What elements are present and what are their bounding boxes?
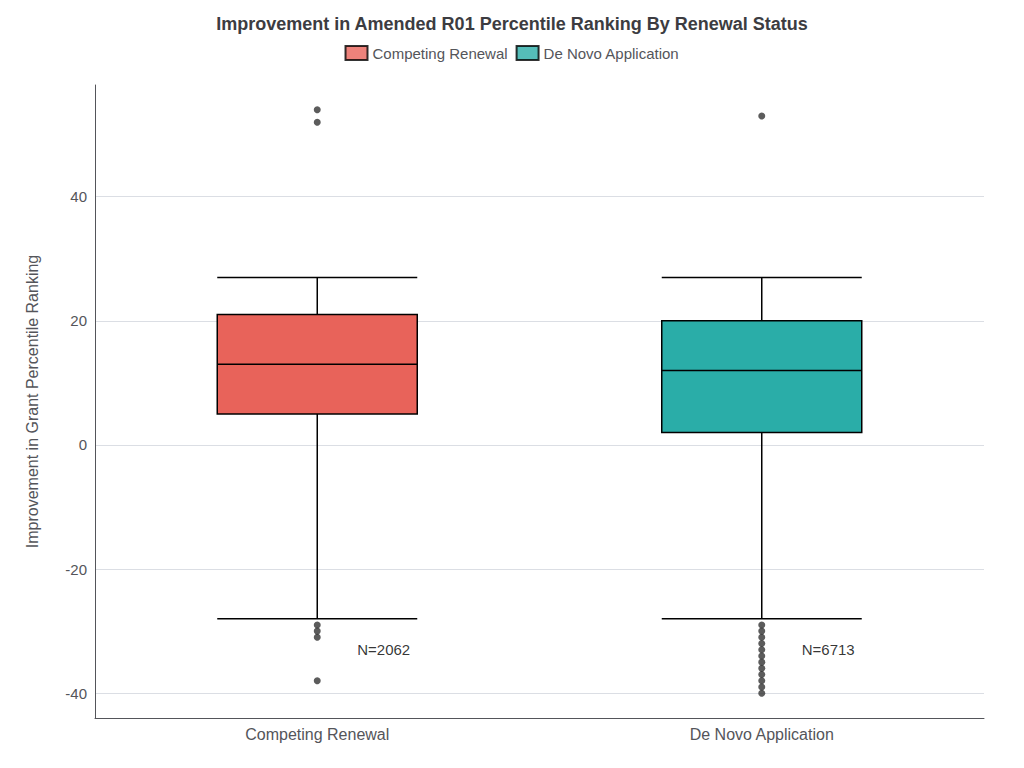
svg-text:Competing Renewal: Competing Renewal: [373, 45, 508, 62]
svg-text:-20: -20: [65, 561, 87, 578]
svg-text:40: 40: [70, 188, 87, 205]
svg-text:N=2062: N=2062: [357, 641, 410, 658]
svg-text:20: 20: [70, 312, 87, 329]
svg-text:De Novo Application: De Novo Application: [544, 45, 679, 62]
svg-text:N=6713: N=6713: [802, 641, 855, 658]
svg-text:Competing Renewal: Competing Renewal: [245, 726, 389, 743]
svg-text:0: 0: [79, 436, 87, 453]
svg-text:Improvement in Amended R01 Per: Improvement in Amended R01 Percentile Ra…: [216, 14, 808, 34]
svg-text:De Novo Application: De Novo Application: [690, 726, 834, 743]
svg-text:-40: -40: [65, 685, 87, 702]
svg-text:Improvement in Grant Percentil: Improvement in Grant Percentile Ranking: [24, 255, 41, 548]
